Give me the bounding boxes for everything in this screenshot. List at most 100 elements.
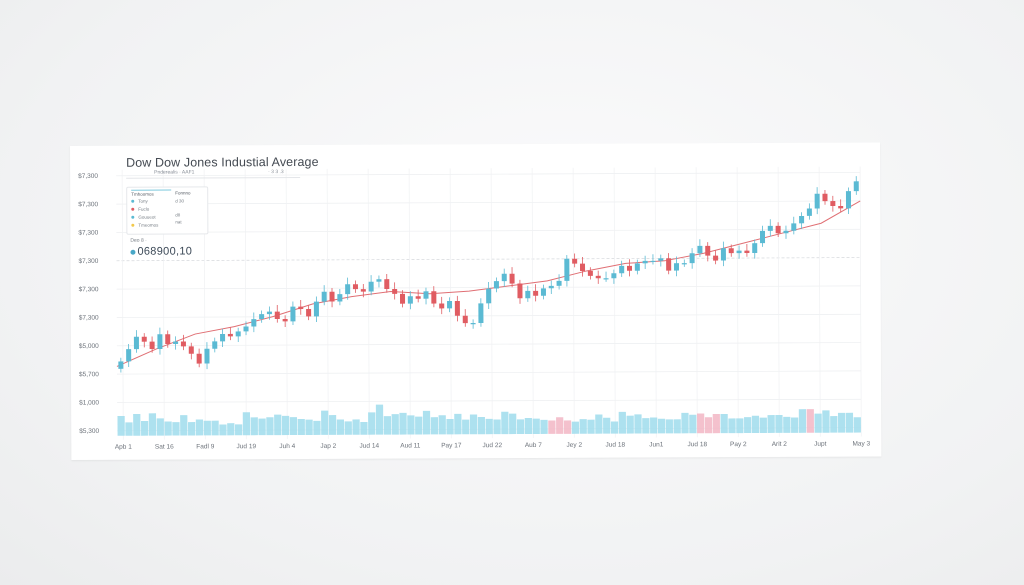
y-tick-label: $7,300 — [78, 201, 98, 208]
volume-bar — [791, 417, 799, 433]
x-tick-label: Jud 22 — [483, 442, 503, 449]
candle-body — [345, 284, 351, 295]
volume-bar — [266, 417, 274, 436]
legend-col2-item: nat — [175, 219, 182, 225]
volume-bar — [736, 418, 744, 434]
volume-bar — [814, 413, 822, 433]
candle-body — [329, 291, 335, 302]
candle-body — [681, 263, 687, 265]
x-tick-label: Arit 2 — [772, 441, 788, 448]
volume-bar — [242, 412, 251, 436]
candle-body — [423, 291, 429, 299]
volume-bar — [571, 421, 580, 434]
volume-bar — [219, 424, 227, 436]
candle-body — [290, 306, 296, 322]
candle-body — [697, 245, 703, 254]
candle-body — [634, 263, 640, 271]
volume-bar — [336, 419, 345, 435]
chart-subtitle-bar: Pnderealis · AAF1 · 3 3 .3 — [126, 168, 301, 179]
legend-header: Tmhoomos — [131, 189, 172, 197]
volume-bar — [211, 420, 219, 436]
candle-body — [126, 349, 132, 362]
grid-line — [285, 169, 288, 440]
x-tick-label: Jupt — [814, 441, 827, 448]
candle-body — [509, 273, 515, 284]
volume-bar — [430, 417, 439, 435]
volume-bar — [775, 415, 783, 433]
volume-bar — [673, 419, 681, 434]
legend-col2-item: d8 — [175, 212, 181, 218]
volume-bar — [274, 414, 282, 436]
legend-column2-header: Fonnno — [175, 190, 191, 196]
volume-bar — [360, 421, 368, 435]
volume-bar — [822, 410, 830, 433]
price-readout: 068900,10 — [130, 245, 192, 258]
candle-body — [337, 294, 343, 302]
grid-line — [117, 398, 862, 403]
volume-bar — [415, 416, 423, 435]
grid-line — [244, 169, 247, 440]
volume-bar — [853, 417, 861, 433]
candle-body — [611, 273, 617, 279]
legend: Tmhoomos Fonnno Tony Fuclo Gouueot Tmeom… — [126, 186, 209, 235]
volume-bar — [485, 418, 493, 435]
volume-bar — [164, 421, 172, 436]
grid-line — [818, 166, 821, 437]
grid-line — [326, 168, 329, 439]
grid-line — [367, 168, 370, 439]
x-tick-label: Pay 2 — [730, 441, 747, 448]
subtitle-left: Pnderealis · AAF1 — [154, 169, 195, 176]
candle-body — [196, 353, 202, 364]
y-tick-label: $7,300 — [78, 258, 98, 265]
candle-body — [806, 208, 812, 216]
grid-line — [116, 172, 861, 177]
volume-bar — [665, 419, 674, 434]
volume-bar — [493, 419, 501, 435]
subtitle-right: · 3 3 .3 — [268, 169, 284, 176]
legend-dot-icon — [131, 200, 135, 204]
volume-bar — [806, 409, 814, 433]
grid-line — [121, 169, 124, 440]
candle-body — [587, 270, 593, 276]
legend-label: Gouueot — [138, 214, 156, 220]
candle-body — [470, 323, 476, 325]
volume-bars — [117, 404, 861, 436]
candle-body — [658, 258, 664, 261]
candle-body — [227, 333, 233, 337]
candle-body — [399, 293, 406, 304]
candle-body — [838, 205, 844, 209]
candle-body — [517, 283, 523, 299]
candle-body — [799, 215, 805, 224]
volume-bar — [610, 421, 619, 434]
volume-bar — [383, 416, 392, 435]
candle-body — [673, 263, 680, 271]
candlestick-chart: $7,300 $7,300 $7,300 $7,300 $7,300 $7,300 $5,0… — [78, 166, 871, 451]
legend-item[interactable]: Fuclo — [131, 207, 149, 213]
legend-dot-icon — [131, 208, 135, 212]
volume-bar — [375, 404, 384, 435]
volume-bar — [767, 415, 775, 433]
candle-body — [392, 288, 398, 294]
volume-bar — [368, 412, 376, 435]
volume-bar — [595, 414, 603, 434]
candle-body — [767, 225, 773, 231]
legend-item[interactable]: Tmeomos — [131, 223, 158, 229]
legend-label: Fuclo — [138, 206, 150, 212]
candle-body — [783, 230, 789, 234]
x-tick-label: Jun1 — [649, 441, 664, 448]
grid-line — [490, 168, 493, 439]
volume-bar — [845, 412, 854, 433]
x-tick-label: Jud 19 — [237, 443, 257, 450]
candle-body — [666, 258, 672, 271]
volume-bar — [728, 418, 736, 434]
legend-item[interactable]: Tony — [131, 199, 148, 205]
candle-body — [720, 248, 726, 261]
candle-body — [352, 284, 358, 290]
candle-body — [118, 361, 124, 369]
volume-bar — [579, 419, 587, 434]
volume-bar — [830, 416, 838, 433]
x-axis: Apb 1 Sat 16 Fadl 9 Jud 19 Juh 4 Jap 2 Jud 14 A… — [115, 441, 871, 451]
legend-item[interactable]: Gouueot — [131, 214, 156, 221]
candle-body — [212, 341, 218, 349]
volume-bar — [187, 422, 196, 436]
